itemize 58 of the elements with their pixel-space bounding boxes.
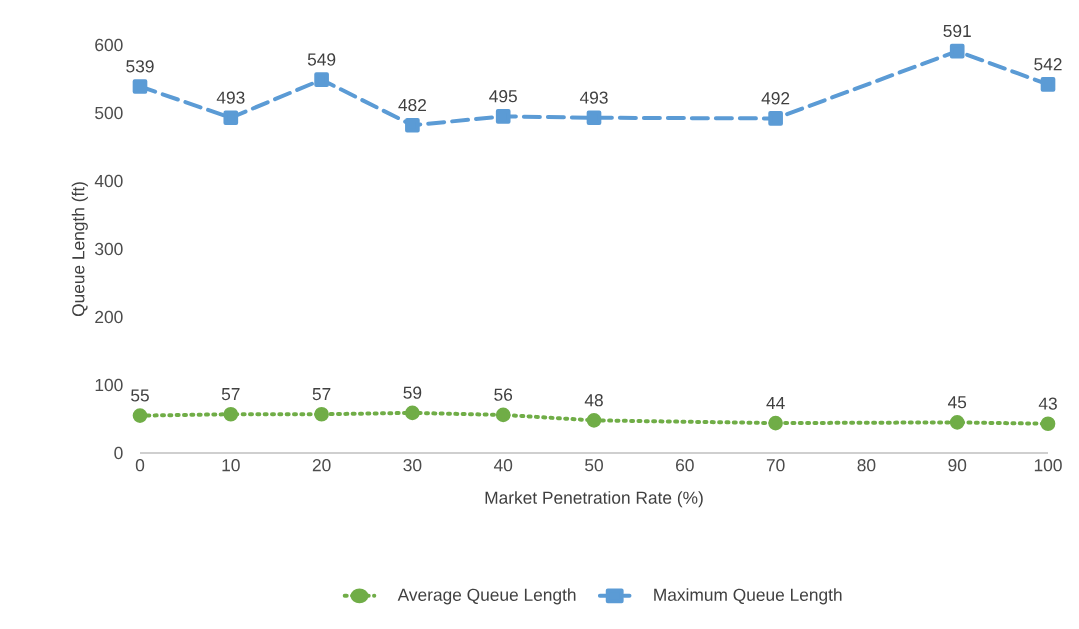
x-tick-label: 10 [222, 459, 240, 472]
point [949, 415, 965, 430]
y-tick-label: 500 [95, 106, 123, 120]
y-tick-label: 300 [95, 242, 123, 256]
point [223, 406, 239, 422]
x-tick-label: 100 [1034, 459, 1062, 472]
data-label: 43 [1038, 397, 1057, 410]
x-axis-title: Market Penetration Rate (%) [485, 491, 703, 508]
x-tick-label: 70 [766, 459, 785, 472]
point [223, 110, 239, 126]
legend-label: Average Queue Length [397, 588, 576, 605]
data-label: 493 [216, 91, 245, 104]
point [314, 406, 329, 422]
y-axis-title: Queue Length (ft) [71, 182, 88, 317]
data-label: 482 [398, 98, 426, 112]
data-label: 495 [489, 90, 517, 103]
y-tick-label: 600 [95, 38, 123, 52]
data-label: 542 [1034, 58, 1062, 71]
data-label: 56 [494, 388, 513, 401]
point [495, 109, 511, 124]
data-label: 57 [221, 388, 240, 401]
point [586, 110, 602, 126]
point [405, 117, 420, 133]
x-tick-label: 90 [948, 459, 967, 472]
point [586, 413, 602, 428]
data-label: 492 [761, 92, 790, 105]
data-label: 591 [943, 24, 971, 38]
point [132, 408, 148, 423]
point [768, 111, 783, 126]
data-label: 59 [403, 386, 422, 399]
point [132, 79, 148, 94]
legend-label: Maximum Queue Length [654, 588, 842, 605]
x-tick-label: 50 [585, 459, 603, 472]
data-label: 55 [131, 389, 149, 402]
x-tick-label: 0 [135, 459, 145, 472]
data-label: 539 [126, 60, 154, 73]
data-label: 493 [579, 91, 608, 104]
point [314, 72, 329, 88]
y-tick-label: 100 [95, 378, 123, 392]
data-label: 48 [584, 394, 603, 407]
x-tick-label: 40 [493, 459, 513, 472]
x-tick-label: 60 [676, 459, 694, 472]
data-label: 549 [307, 53, 336, 66]
point [1040, 416, 1056, 432]
x-tick-label: 80 [857, 459, 876, 472]
x-tick-label: 30 [403, 459, 422, 472]
data-label: 45 [947, 396, 967, 409]
x-tick-label: 20 [312, 459, 331, 472]
data-label: 44 [766, 397, 785, 410]
point [1040, 77, 1056, 92]
point [768, 415, 783, 431]
point [405, 405, 420, 421]
y-tick-label: 400 [94, 174, 123, 188]
point [495, 407, 511, 423]
y-tick-label: 200 [95, 310, 123, 324]
y-tick-label: 0 [114, 446, 123, 460]
point [949, 43, 965, 59]
data-label: 57 [312, 388, 331, 401]
